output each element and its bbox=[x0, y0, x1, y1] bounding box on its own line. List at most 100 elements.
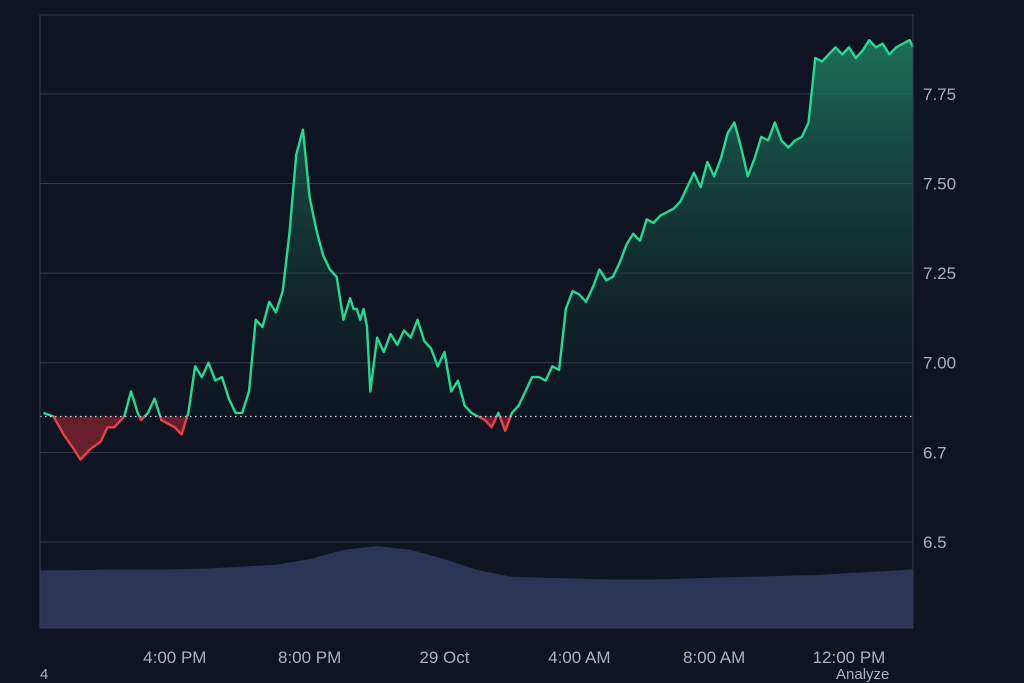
volume-bar bbox=[814, 574, 818, 628]
volume-bar bbox=[214, 568, 218, 628]
x-axis-labels: 4:00 PM 8:00 PM 29 Oct 4:00 AM 8:00 AM 12:00 … bbox=[143, 648, 885, 667]
volume-bar bbox=[520, 577, 524, 628]
volume-bar bbox=[834, 573, 838, 628]
volume-bar bbox=[255, 565, 259, 628]
volume-bar bbox=[790, 575, 794, 628]
volume-bar bbox=[86, 569, 90, 628]
volume-bar bbox=[473, 569, 477, 628]
volume-bar bbox=[197, 568, 201, 628]
volume-bar bbox=[857, 572, 861, 628]
volume-bar bbox=[456, 563, 460, 628]
volume-bar bbox=[674, 578, 678, 628]
volume-bar bbox=[691, 578, 696, 628]
volume-bar bbox=[348, 549, 352, 628]
volume-bar bbox=[170, 569, 175, 628]
volume-bar bbox=[165, 569, 169, 628]
volume-bar bbox=[659, 579, 664, 628]
volume-bar bbox=[496, 574, 501, 628]
volume-bar bbox=[613, 579, 617, 628]
volume-bar bbox=[371, 546, 375, 628]
volume-bar bbox=[683, 578, 687, 628]
volume-bar bbox=[604, 579, 608, 628]
volume-bar bbox=[860, 572, 864, 628]
volume-bar bbox=[805, 575, 809, 628]
volume-bar bbox=[106, 569, 111, 628]
volume-bar bbox=[747, 576, 751, 628]
volume-bar bbox=[42, 570, 47, 628]
analyze-link[interactable]: Analyze bbox=[836, 666, 890, 683]
volume-bar bbox=[72, 570, 76, 628]
volume-bar bbox=[45, 570, 50, 628]
volume-bar bbox=[718, 577, 722, 628]
volume-bar bbox=[144, 569, 148, 628]
volume-bar bbox=[316, 556, 320, 628]
volume-bar bbox=[697, 578, 701, 628]
volume-bar bbox=[796, 575, 800, 628]
volume-bar bbox=[720, 577, 725, 628]
volume-bar bbox=[470, 568, 474, 628]
volume-bar bbox=[304, 559, 309, 628]
volume-bar bbox=[808, 575, 812, 628]
volume-bar bbox=[784, 575, 789, 628]
volume-bar bbox=[269, 565, 274, 628]
volume-bar bbox=[427, 554, 431, 628]
volume-bar bbox=[336, 551, 341, 628]
volume-bar bbox=[601, 579, 605, 628]
volume-bar bbox=[732, 577, 736, 628]
volume-bar bbox=[875, 571, 879, 628]
volume-bar bbox=[298, 560, 303, 628]
volume-bar bbox=[715, 577, 719, 628]
volume-bar bbox=[639, 579, 643, 628]
volume-bar bbox=[779, 575, 783, 628]
volume-bar bbox=[40, 570, 44, 628]
volume-bar bbox=[508, 576, 512, 628]
volume-bar bbox=[654, 579, 658, 628]
volume-bar bbox=[459, 564, 463, 628]
volume-bar bbox=[709, 577, 713, 628]
volume-bar bbox=[57, 570, 61, 628]
volume-bar bbox=[499, 574, 503, 628]
volume-bar bbox=[118, 569, 122, 628]
volume-bar bbox=[528, 577, 533, 628]
volume-bar bbox=[104, 569, 108, 628]
volume-bar bbox=[168, 569, 172, 628]
volume-bar bbox=[374, 546, 378, 628]
volume-bar bbox=[738, 577, 742, 628]
volume-bar bbox=[307, 559, 311, 628]
volume-bar bbox=[555, 578, 559, 628]
volume-bar bbox=[226, 567, 230, 628]
volume-bar bbox=[837, 573, 841, 628]
volume-bar bbox=[607, 579, 611, 628]
volume-bar bbox=[552, 578, 556, 628]
volume-bar bbox=[758, 576, 762, 628]
volume-bar bbox=[313, 557, 317, 628]
x-tick-label: 29 Oct bbox=[419, 648, 469, 667]
volume-bar bbox=[872, 571, 876, 628]
volume-bar bbox=[744, 576, 748, 628]
volume-bar bbox=[141, 569, 146, 628]
volume-bar bbox=[293, 561, 297, 628]
volume-bar bbox=[278, 564, 282, 628]
volume-bar bbox=[901, 570, 905, 628]
volume-bar bbox=[854, 572, 859, 628]
volume-bar bbox=[767, 576, 771, 628]
volume-bar bbox=[575, 578, 579, 628]
volume-bar bbox=[406, 549, 410, 628]
volume-bar bbox=[482, 571, 486, 628]
volume-bar bbox=[735, 577, 739, 628]
volume-bar bbox=[234, 566, 239, 628]
volume-bar bbox=[272, 564, 277, 628]
volume-bar bbox=[549, 577, 553, 628]
volume-bar bbox=[450, 561, 454, 628]
volume-bar bbox=[150, 569, 154, 628]
volume-bar bbox=[403, 549, 407, 628]
volume-bar bbox=[581, 578, 585, 628]
volume-bar bbox=[587, 578, 591, 628]
volume-bar bbox=[712, 577, 716, 628]
volume-bar bbox=[560, 578, 565, 628]
volume-bar bbox=[351, 548, 355, 628]
volume-bar bbox=[825, 574, 829, 628]
volume-bar bbox=[328, 553, 332, 628]
volume-bar bbox=[339, 550, 343, 628]
volume-bar bbox=[706, 577, 710, 628]
